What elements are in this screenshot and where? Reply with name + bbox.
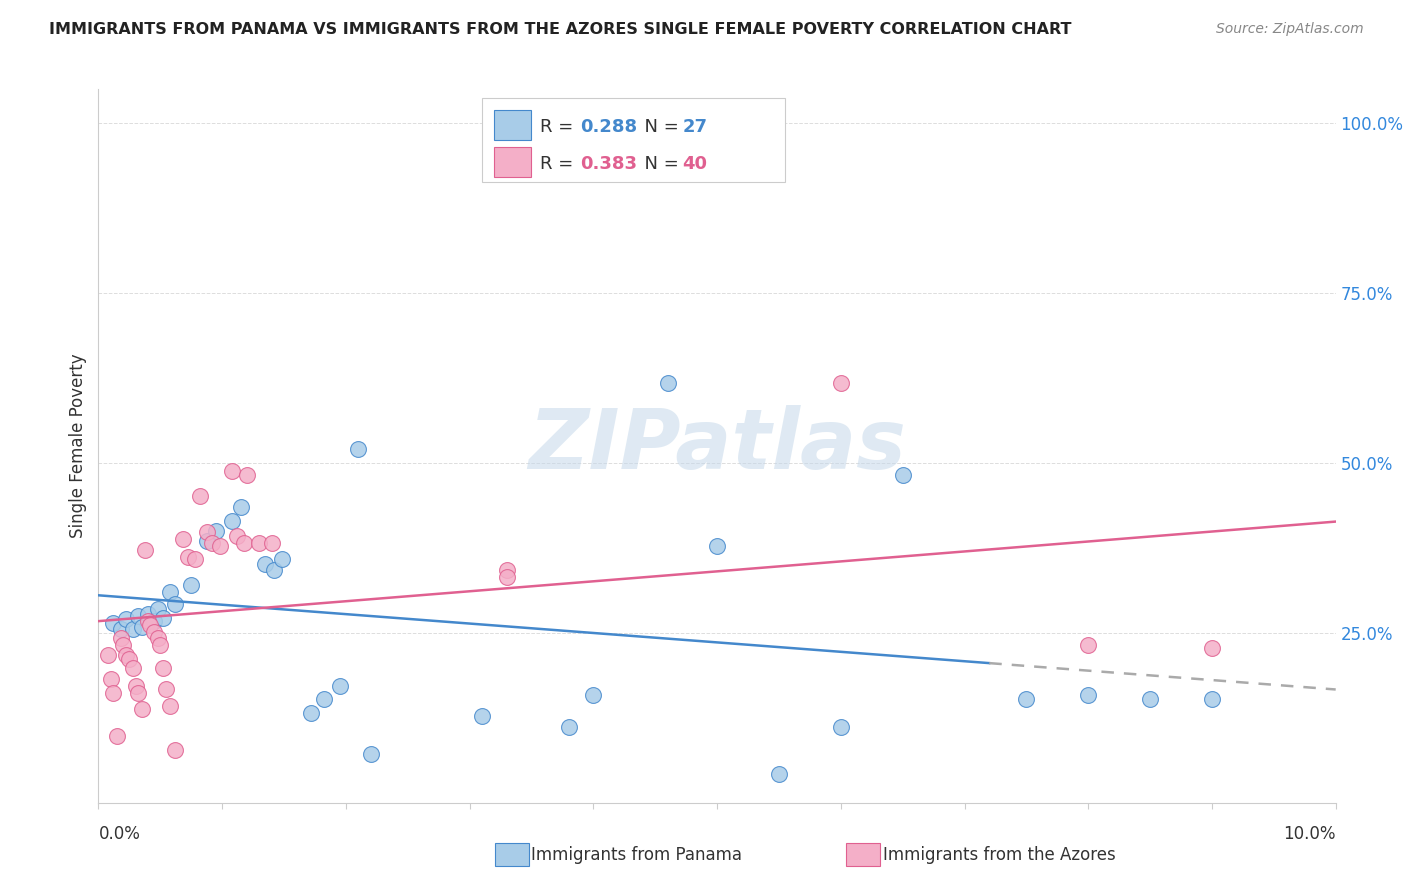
Point [768,767,790,781]
FancyBboxPatch shape [495,110,531,140]
Text: Immigrants from the Azores: Immigrants from the Azores [883,846,1116,863]
Point [110,632,132,646]
Point [247,536,270,550]
Text: 10.0%: 10.0% [1284,825,1336,843]
Point [208,539,231,553]
Point [152,611,174,625]
Point [347,442,370,457]
Text: N =: N = [633,155,685,173]
Point [172,532,194,546]
Point [221,464,243,478]
Text: R =: R = [540,155,579,173]
Point [195,525,218,540]
Point [97,648,120,662]
Point [139,617,162,632]
Point [226,529,249,543]
Point [155,681,177,696]
Point [180,578,202,592]
Point [146,632,169,646]
Point [103,686,125,700]
Text: R =: R = [540,118,579,136]
FancyBboxPatch shape [495,147,531,177]
Point [657,376,679,390]
Point [114,648,136,662]
Point [146,602,169,616]
Point [557,720,579,734]
Text: 27: 27 [682,118,707,136]
Point [127,608,149,623]
Point [188,489,211,503]
Text: N =: N = [633,118,685,136]
Point [329,679,352,693]
Point [360,747,382,761]
Point [143,624,166,639]
Point [118,651,141,665]
Point [195,534,218,549]
Point [112,638,135,652]
Point [233,536,256,550]
Point [263,563,285,577]
Point [1077,689,1099,703]
Point [149,638,172,652]
Point [706,539,728,553]
Text: 0.0%: 0.0% [98,825,141,843]
Point [159,585,181,599]
Point [1201,640,1223,655]
Point [176,549,198,564]
Point [143,614,166,628]
Point [184,552,207,566]
Point [165,598,187,612]
Point [221,514,243,528]
Point [582,689,605,703]
Point [1015,692,1038,706]
Point [1077,638,1099,652]
Point [254,557,277,571]
Point [103,615,125,630]
Text: Immigrants from Panama: Immigrants from Panama [531,846,742,863]
Text: 0.288: 0.288 [579,118,637,136]
Point [1201,692,1223,706]
Point [122,661,145,675]
Point [159,699,181,714]
Point [110,623,132,637]
Point [830,720,852,734]
Text: Source: ZipAtlas.com: Source: ZipAtlas.com [1216,22,1364,37]
Point [471,708,494,723]
Point [152,661,174,675]
Point [299,706,322,720]
Text: IMMIGRANTS FROM PANAMA VS IMMIGRANTS FROM THE AZORES SINGLE FEMALE POVERTY CORRE: IMMIGRANTS FROM PANAMA VS IMMIGRANTS FRO… [49,22,1071,37]
Point [495,563,517,577]
FancyBboxPatch shape [482,98,785,182]
Point [236,468,259,483]
Text: 40: 40 [682,155,707,173]
Point [131,620,153,634]
Point [830,376,852,390]
Point [165,743,187,757]
Point [100,672,122,686]
Text: ZIPatlas: ZIPatlas [529,406,905,486]
Point [270,552,292,566]
Point [260,536,283,550]
Point [105,729,128,743]
Point [229,500,252,515]
Point [136,614,159,628]
Point [114,612,136,626]
Point [495,570,517,584]
Point [122,623,145,637]
Point [127,686,149,700]
Y-axis label: Single Female Poverty: Single Female Poverty [69,354,87,538]
Point [134,543,156,558]
Point [136,607,159,621]
Point [124,679,146,693]
Point [891,468,914,483]
Point [131,702,153,716]
Text: 0.383: 0.383 [579,155,637,173]
Point [1139,692,1161,706]
Point [312,692,335,706]
Point [205,524,228,538]
Point [201,536,224,550]
